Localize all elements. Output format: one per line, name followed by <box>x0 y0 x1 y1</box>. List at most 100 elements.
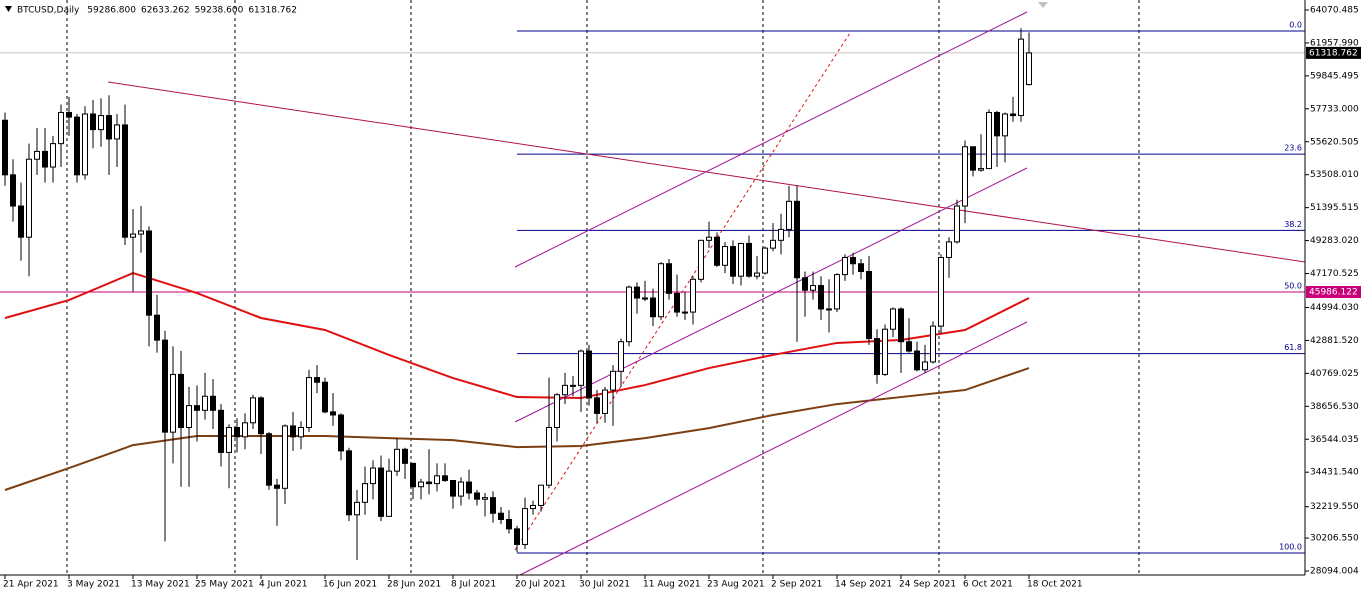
candle-body <box>274 484 280 489</box>
candle-body <box>818 285 824 310</box>
x-tick-label: 21 Apr 2021 <box>3 580 59 590</box>
fib-label: 0.0 <box>1289 20 1302 29</box>
fib-label: 23.6 <box>1284 144 1302 153</box>
candle-body <box>106 115 112 140</box>
candle-body <box>930 325 936 363</box>
candle-body <box>154 314 160 341</box>
candle-body <box>882 328 888 375</box>
candle-body <box>586 350 592 399</box>
candle-body <box>434 475 440 485</box>
candle-body <box>466 481 472 494</box>
candle-body <box>642 297 648 300</box>
candle-body <box>778 228 784 241</box>
candle-body <box>1002 113 1008 137</box>
channel-line <box>514 167 1028 423</box>
x-tick-label: 18 Oct 2021 <box>1027 580 1083 590</box>
candle-body <box>58 111 64 145</box>
candle-body <box>354 501 360 516</box>
y-tick-label: 49283.020 <box>1310 236 1359 246</box>
candle-body <box>418 481 424 488</box>
candle-body <box>194 405 200 411</box>
x-tick-label: 8 Jul 2021 <box>451 580 496 590</box>
candle-body <box>922 361 928 371</box>
candle-body <box>858 263 864 273</box>
fib-label: 38.2 <box>1284 220 1302 229</box>
candle-body <box>674 292 680 313</box>
y-tick-label: 53508.010 <box>1310 170 1359 180</box>
candle-body <box>666 263 672 294</box>
dashed-trendline <box>514 32 851 551</box>
x-tick-label: 3 May 2021 <box>67 580 120 590</box>
candle-body <box>746 242 752 277</box>
candle-body <box>498 512 504 520</box>
chart-title: BTCUSD,Daily <box>17 6 80 16</box>
candle-body <box>842 256 848 276</box>
candle-body <box>450 479 456 497</box>
candle-body <box>738 242 744 277</box>
candle-body <box>458 481 464 497</box>
candle-body <box>98 115 104 131</box>
candle-body <box>978 168 984 171</box>
candle-body <box>114 124 120 140</box>
price-badge-label: 61318.762 <box>1309 48 1358 58</box>
moving-average <box>4 367 1030 491</box>
candle-body <box>74 116 80 176</box>
candle-body <box>754 272 760 277</box>
trendlines <box>107 11 1306 576</box>
candle-body <box>826 308 832 311</box>
y-tick-label: 59845.495 <box>1310 71 1359 81</box>
candle-body <box>554 394 560 428</box>
x-tick-label: 6 Oct 2021 <box>963 580 1013 590</box>
candle-body <box>490 497 496 514</box>
candle-body <box>290 425 296 438</box>
candle-body <box>18 205 24 238</box>
candle-body <box>874 338 880 375</box>
candle-body <box>370 467 376 485</box>
candle-body <box>218 409 224 453</box>
channel-line <box>514 11 1028 268</box>
candle-body <box>802 277 808 291</box>
candle-body <box>50 143 56 168</box>
candle-body <box>522 508 528 545</box>
candle-body <box>618 341 624 372</box>
back-layer <box>0 30 1305 554</box>
y-tick-label: 28094.004 <box>1310 567 1359 577</box>
candle-body <box>402 448 408 464</box>
candle-body <box>42 150 48 168</box>
ohlc-value: 61318.762 <box>248 6 297 16</box>
candle-body <box>1018 38 1024 117</box>
candle-body <box>330 411 336 416</box>
candle-body <box>938 256 944 327</box>
candle-body <box>786 200 792 230</box>
y-tick-label: 38656.530 <box>1310 402 1359 412</box>
x-tick-label: 20 Jul 2021 <box>515 580 566 590</box>
x-tick-label: 14 Sep 2021 <box>835 580 892 590</box>
candle-body <box>650 297 656 318</box>
candle-body <box>482 497 488 500</box>
candle-body <box>250 397 256 424</box>
candle-body <box>682 311 688 314</box>
candle-body <box>298 426 304 438</box>
y-tick-label: 40769.025 <box>1310 369 1359 379</box>
candle-body <box>202 395 208 411</box>
candle-body <box>234 426 240 438</box>
candle-body <box>898 308 904 343</box>
candle-body <box>762 247 768 274</box>
candle-body <box>626 286 632 343</box>
x-tick-label: 16 Jun 2021 <box>323 580 377 590</box>
candle-body <box>410 462 416 488</box>
ohlc-value: 62633.262 <box>141 6 190 16</box>
candle-body <box>866 271 872 340</box>
candle-body <box>834 274 840 310</box>
candle-body <box>346 450 352 516</box>
x-tick-label: 11 Aug 2021 <box>643 580 701 590</box>
front-layer <box>2 28 1032 561</box>
candle-body <box>658 263 664 318</box>
y-tick-label: 34431.540 <box>1310 468 1359 478</box>
candle-body <box>546 426 552 486</box>
candle-body <box>426 481 432 485</box>
x-tick-label: 24 Sep 2021 <box>899 580 956 590</box>
candle-body <box>610 370 616 391</box>
y-tick-label: 61957.990 <box>1310 38 1359 48</box>
